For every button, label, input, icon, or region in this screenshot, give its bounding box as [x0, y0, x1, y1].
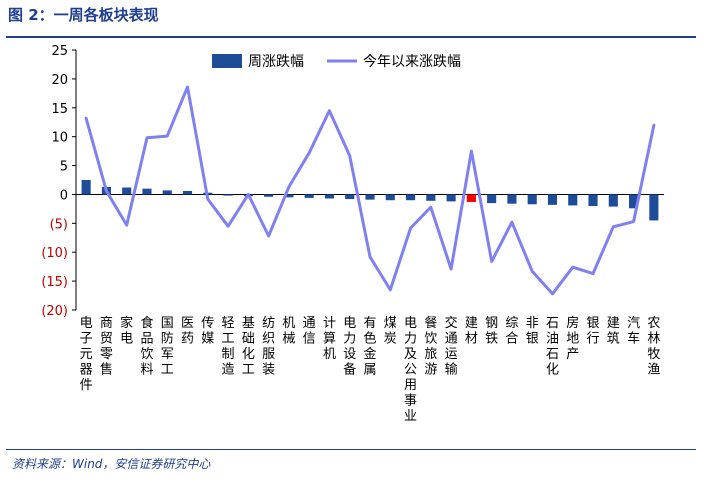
x-tick-label: 国防军工: [161, 316, 174, 378]
bar: [527, 194, 537, 205]
bar: [324, 194, 335, 199]
bar: [223, 194, 233, 196]
x-tick-label: 基础化工: [242, 316, 255, 378]
bar: [405, 194, 416, 201]
x-tick-label: 农林牧渔: [647, 316, 660, 378]
bar: [182, 190, 193, 195]
x-tick-label: 通信: [303, 316, 316, 347]
source-note: 资料来源：Wind，安信证券研究中心: [12, 457, 211, 471]
x-tick-label: 建筑: [607, 316, 620, 347]
x-tick-label: 餐饮旅游: [424, 315, 437, 378]
bar: [588, 194, 598, 206]
bar: [284, 194, 294, 198]
x-tick-label: 交通运输: [445, 315, 458, 378]
x-tick-label: 非银: [526, 316, 539, 347]
x-tick-label: 机械: [282, 316, 295, 347]
line-series: [84, 85, 656, 296]
bar: [487, 194, 497, 204]
bar: [568, 194, 578, 206]
bar: [446, 194, 456, 202]
y-tick-label: (10): [41, 246, 68, 261]
chart-axes: 25 20 15 10 5 0 (5) (10) (15) (20): [41, 44, 664, 319]
legend-label-ytd: 今年以来涨跌幅: [363, 54, 461, 70]
x-tick-label: 银行: [587, 316, 600, 347]
bar: [426, 194, 436, 201]
ytd-line: [84, 85, 656, 296]
bar: [649, 194, 659, 221]
bar: [385, 194, 395, 201]
bar: [304, 194, 314, 198]
chart: 25 20 15 10 5 0 (5) (10) (15) (20) 电子元器件商贸零售家电食品饮…: [41, 44, 664, 424]
x-tick-label: 轻工制造: [222, 316, 235, 378]
y-tick-label: (5): [50, 217, 68, 232]
bar: [507, 194, 517, 204]
x-tick-label: 家电: [120, 315, 133, 347]
x-tick-label: 有色金属: [363, 316, 376, 378]
bar: [162, 190, 172, 195]
bar: [466, 194, 476, 202]
bar: [345, 194, 355, 200]
bar-series: [81, 180, 659, 221]
y-tick-label: 10: [51, 131, 68, 146]
y-tick-label: (20): [41, 304, 68, 319]
x-tick-label: 综合: [505, 316, 518, 347]
x-tick-label: 计算机: [323, 316, 336, 362]
x-tick-label: 房地产: [566, 315, 579, 362]
figure-title: 图 2：一周各板块表现: [8, 6, 159, 24]
x-tick-label: 传媒: [201, 316, 214, 347]
y-tick-label: 5: [60, 160, 68, 175]
x-tick-label: 食品饮料: [140, 315, 153, 378]
x-tick-label: 纺织服装: [262, 316, 275, 378]
bar: [264, 194, 274, 197]
bar: [122, 187, 132, 195]
x-tick-label: 电力设备: [343, 316, 356, 378]
x-tick-label: 钢铁: [485, 316, 498, 347]
footer-rule: [6, 449, 696, 450]
y-tick-label: (15): [41, 275, 68, 290]
y-tick-label: 20: [51, 73, 68, 88]
y-tick-label: 15: [51, 102, 68, 117]
x-tick-label: 电力及公用事业: [404, 316, 417, 424]
x-tick-labels: 电子元器件商贸零售家电食品饮料国防军工医药传媒轻工制造基础化工纺织服装机械通信计…: [80, 315, 661, 424]
x-tick-label: 石油石化: [546, 316, 559, 378]
bar: [142, 188, 152, 195]
chart-legend: 周涨跌幅 今年以来涨跌幅: [212, 54, 461, 70]
x-tick-label: 建材: [465, 316, 478, 347]
bar: [547, 194, 558, 205]
bar: [629, 194, 639, 209]
x-tick-label: 汽车: [627, 316, 640, 347]
title-rule: [6, 36, 696, 38]
x-tick-label: 商贸零售: [100, 316, 113, 378]
y-tick-label: 25: [51, 44, 68, 59]
bar: [81, 180, 91, 195]
x-tick-label: 医药: [181, 316, 194, 347]
x-tick-label: 煤炭: [384, 316, 397, 347]
bar: [365, 194, 375, 200]
x-tick-label: 电子元器件: [80, 316, 93, 393]
legend-label-weekly: 周涨跌幅: [248, 54, 304, 70]
y-tick-label: 0: [60, 188, 68, 203]
legend-swatch-bar: [212, 54, 242, 68]
bar: [608, 194, 618, 207]
